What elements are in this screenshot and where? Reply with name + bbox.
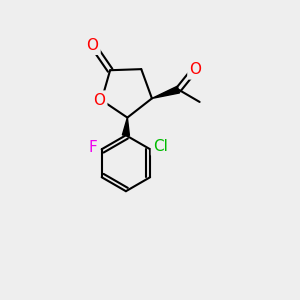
Polygon shape xyxy=(152,86,179,98)
Polygon shape xyxy=(122,118,129,136)
Text: Cl: Cl xyxy=(153,140,168,154)
Text: O: O xyxy=(93,93,105,108)
Text: O: O xyxy=(86,38,98,53)
Text: O: O xyxy=(190,62,202,77)
Text: F: F xyxy=(88,140,97,155)
